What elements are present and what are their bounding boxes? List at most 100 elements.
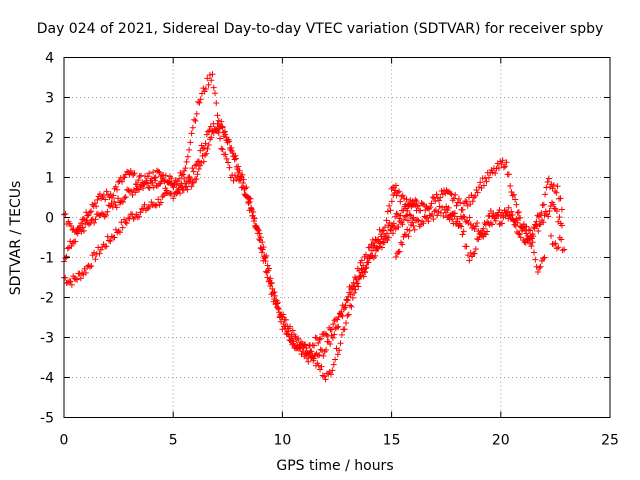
- data-point: [535, 228, 542, 235]
- data-point: [239, 171, 246, 178]
- data-point: [78, 220, 85, 227]
- data-point: [368, 241, 375, 248]
- data-point: [282, 323, 289, 330]
- data-point: [323, 331, 330, 338]
- data-point: [287, 337, 294, 344]
- data-point: [509, 192, 516, 199]
- data-point: [388, 198, 395, 205]
- data-point: [252, 222, 259, 229]
- series-5: [443, 203, 548, 276]
- data-point: [168, 175, 175, 182]
- data-point: [85, 221, 92, 228]
- data-point: [545, 213, 552, 220]
- data-point: [386, 202, 393, 209]
- data-point: [420, 220, 427, 227]
- data-point: [62, 255, 69, 262]
- data-point: [417, 207, 424, 214]
- data-point: [157, 199, 164, 206]
- data-point: [217, 135, 223, 142]
- data-point: [542, 191, 549, 198]
- data-point: [210, 129, 217, 136]
- data-point: [202, 86, 209, 93]
- data-point: [432, 198, 439, 205]
- data-point: [316, 336, 323, 343]
- data-point: [64, 279, 71, 286]
- data-point: [190, 168, 197, 175]
- data-point: [295, 335, 302, 342]
- data-point: [384, 208, 391, 215]
- y-tick-label: -1: [40, 251, 54, 267]
- data-point: [507, 183, 514, 190]
- data-point: [348, 303, 355, 310]
- data-point: [483, 178, 490, 185]
- data-point: [235, 163, 242, 170]
- data-point: [489, 221, 496, 228]
- data-point: [64, 245, 71, 252]
- data-point: [558, 222, 565, 229]
- data-point: [383, 230, 390, 237]
- data-point: [128, 188, 135, 195]
- data-point: [103, 212, 110, 219]
- data-point: [515, 214, 522, 221]
- data-point: [471, 250, 478, 257]
- data-point: [80, 227, 87, 234]
- data-point: [146, 184, 153, 191]
- data-point: [466, 214, 473, 221]
- data-point: [341, 326, 348, 333]
- data-point: [477, 179, 484, 186]
- data-point: [81, 216, 88, 223]
- data-point: [195, 165, 202, 172]
- data-point: [353, 280, 360, 287]
- data-point: [193, 110, 200, 117]
- data-point: [557, 195, 564, 202]
- data-point: [404, 207, 411, 214]
- data-point: [425, 218, 432, 225]
- y-tick-label: -2: [40, 291, 54, 307]
- data-point: [395, 224, 402, 231]
- data-point: [385, 234, 392, 241]
- data-point: [397, 212, 404, 219]
- data-point: [511, 221, 518, 228]
- data-point: [505, 171, 512, 178]
- data-point: [512, 196, 519, 203]
- data-point: [112, 226, 119, 233]
- data-point: [104, 208, 111, 215]
- data-point: [229, 150, 236, 157]
- data-point: [103, 188, 110, 195]
- data-point: [205, 81, 212, 88]
- data-point: [454, 216, 461, 223]
- data-point: [351, 289, 358, 296]
- data-point: [263, 252, 270, 259]
- data-point: [409, 219, 416, 226]
- data-point: [490, 210, 497, 217]
- data-point: [375, 236, 382, 243]
- data-point: [311, 353, 318, 360]
- data-point: [460, 213, 467, 220]
- data-points: [61, 71, 568, 383]
- data-point: [241, 185, 248, 192]
- data-point: [368, 247, 375, 254]
- data-point: [155, 196, 162, 203]
- data-point: [184, 153, 191, 160]
- data-point: [470, 250, 477, 257]
- data-point: [324, 333, 331, 340]
- data-point: [112, 183, 119, 190]
- data-point: [553, 189, 560, 196]
- data-point: [474, 220, 481, 227]
- data-point: [92, 256, 99, 263]
- data-point: [394, 189, 401, 196]
- data-point: [77, 275, 84, 282]
- data-point: [94, 196, 101, 203]
- data-point: [329, 334, 336, 341]
- data-point: [382, 233, 389, 240]
- y-tick-label: 0: [45, 211, 54, 227]
- data-point: [546, 207, 553, 214]
- data-point: [118, 198, 125, 205]
- data-point: [472, 192, 479, 199]
- data-point: [487, 220, 494, 227]
- data-point: [510, 191, 517, 198]
- y-tick-label: 2: [45, 131, 54, 147]
- data-point: [495, 213, 502, 220]
- data-point: [508, 208, 515, 215]
- data-point: [107, 202, 114, 209]
